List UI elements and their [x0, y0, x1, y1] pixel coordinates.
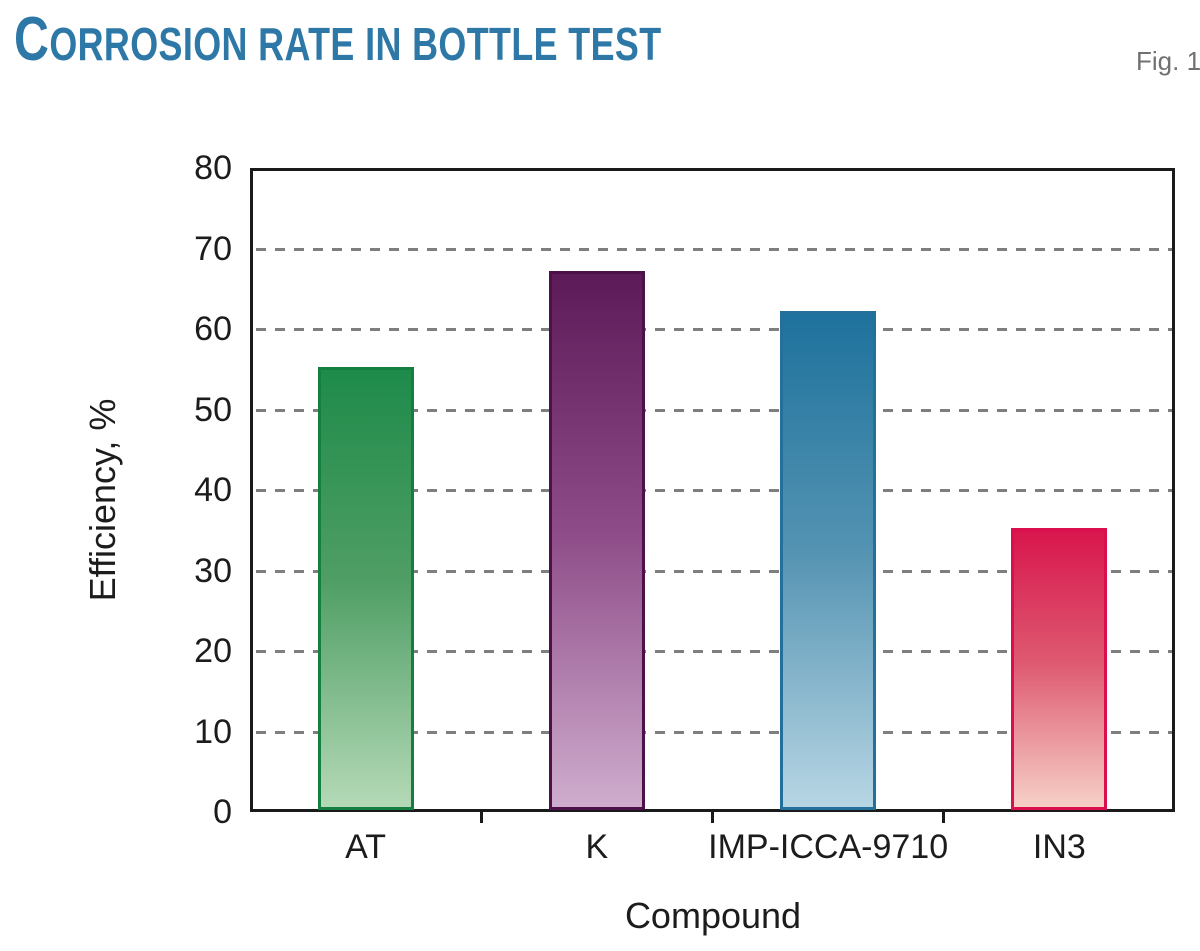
gridline-10: [256, 730, 1172, 734]
gridline-70: [256, 247, 1172, 251]
x-tick-label-k: K: [585, 828, 609, 866]
y-axis-title: Efficiency, %: [82, 398, 123, 602]
y-tick-label-70: 70: [194, 229, 232, 268]
gridline-50: [256, 408, 1172, 412]
x-tick-label-imp-icca-9710: IMP-ICCA-9710: [708, 828, 949, 866]
gridline-30: [256, 569, 1172, 573]
bar-imp-icca-9710: [780, 310, 877, 810]
x-tick-label-in3: IN3: [1032, 828, 1086, 866]
y-tick-label-60: 60: [194, 310, 232, 348]
gridline-60: [256, 328, 1172, 331]
y-tick-label-40: 40: [194, 471, 232, 509]
x-axis-tick-1: [479, 812, 483, 823]
gridline-40: [256, 489, 1172, 492]
chart-title: CORROSION RATE IN BOTTLE TEST: [14, 5, 662, 74]
y-tick-label-80: 80: [194, 149, 232, 187]
x-tick-label-at: AT: [345, 828, 387, 866]
x-axis-tick-2: [711, 812, 714, 823]
bar-k: [548, 270, 645, 810]
bar-at: [317, 367, 414, 810]
y-tick-label-20: 20: [194, 632, 232, 670]
x-axis-title: Compound: [624, 895, 802, 936]
y-tick-label-0: 0: [213, 793, 232, 831]
y-tick-label-30: 30: [194, 551, 232, 590]
y-tick-label-50: 50: [194, 390, 232, 429]
gridline-20: [256, 650, 1172, 653]
y-tick-label-10: 10: [194, 712, 232, 751]
bar-in3: [1011, 528, 1108, 810]
figure-number-label: Fig. 1: [1136, 46, 1200, 76]
x-axis-tick-3: [942, 812, 946, 823]
